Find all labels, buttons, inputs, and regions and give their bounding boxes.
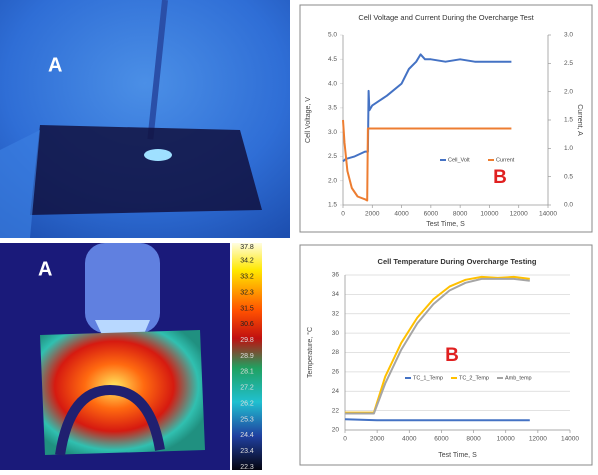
annotation: B <box>493 167 507 188</box>
chart-title: Cell Voltage and Current During the Over… <box>358 13 534 22</box>
figure: A A 37.8 34.2 33.2 32.3 31.5 30.6 29.8 28.9 28.1… <box>0 0 598 470</box>
x-tick-label: 14000 <box>539 211 557 218</box>
y2-tick-label: 0.5 <box>564 173 573 180</box>
legend-label: Current <box>496 157 515 163</box>
x-tick-label: 0 <box>341 211 345 218</box>
colorbar-tick-label: 24.4 <box>240 432 254 439</box>
colorbar-tick-label: 29.8 <box>240 337 254 344</box>
x-tick-label: 10000 <box>497 436 515 443</box>
y-tick-label: 20 <box>332 427 340 434</box>
y-tick-label: 2.5 <box>328 153 337 160</box>
y-axis-label: Temperature, °C <box>306 327 314 378</box>
y-tick-label: 4.5 <box>328 56 337 63</box>
panel-label: A <box>38 258 52 280</box>
chart-title: Cell Temperature During Overcharge Testi… <box>378 257 537 266</box>
legend-label: TC_1_Temp <box>413 375 443 381</box>
x-tick-label: 8000 <box>453 211 468 218</box>
x-tick-label: 2000 <box>370 436 385 443</box>
x-tick-label: 12000 <box>529 436 547 443</box>
legend-label: TC_2_Temp <box>459 375 489 381</box>
x-tick-label: 0 <box>343 436 347 443</box>
y2-axis-label: Current, A <box>576 104 583 136</box>
y-tick-label: 3.5 <box>328 105 337 112</box>
y-tick-label: 34 <box>332 291 340 298</box>
colorbar-tick-label: 26.2 <box>240 400 254 407</box>
y-tick-label: 26 <box>332 369 340 376</box>
y-tick-label: 32 <box>332 310 340 317</box>
y2-tick-label: 2.5 <box>564 60 573 67</box>
x-tick-label: 6000 <box>434 436 449 443</box>
y-axis-label: Cell Voltage, V <box>305 97 312 143</box>
y2-tick-label: 1.5 <box>564 117 573 124</box>
colorbar-tick-label: 22.3 <box>240 464 254 470</box>
y-tick-label: 28 <box>332 349 340 356</box>
photo-thermal: A 37.8 34.2 33.2 32.3 31.5 30.6 29.8 28.9 28.1 27… <box>0 243 262 470</box>
x-tick-label: 12000 <box>510 211 528 218</box>
y2-tick-label: 3.0 <box>564 32 573 39</box>
colorbar-tick-label: 30.6 <box>240 321 254 328</box>
y-tick-label: 24 <box>332 388 340 395</box>
x-tick-label: 14000 <box>561 436 579 443</box>
y-tick-label: 2.0 <box>328 177 337 184</box>
y-tick-label: 36 <box>332 272 340 279</box>
y-tick-label: 1.5 <box>328 202 337 209</box>
x-tick-label: 10000 <box>480 211 498 218</box>
y2-tick-label: 2.0 <box>564 88 573 95</box>
colorbar-tick-label: 27.2 <box>240 385 254 392</box>
x-axis-label: Test Time, S <box>426 221 465 228</box>
y2-tick-label: 0.0 <box>564 202 573 209</box>
annotation: B <box>445 345 459 366</box>
colorbar-tick-label: 37.8 <box>240 244 254 251</box>
legend-label: Cell_Volt <box>448 157 470 163</box>
photo-visible: A <box>0 0 290 238</box>
colorbar-tick-label: 33.2 <box>240 274 254 281</box>
y-tick-label: 30 <box>332 330 340 337</box>
y-tick-label: 22 <box>332 407 340 414</box>
panel-label: A <box>48 54 62 76</box>
colorbar-tick-label: 25.3 <box>240 416 254 423</box>
colorbar-tick-label: 32.3 <box>240 289 254 296</box>
colorbar-tick-label: 28.1 <box>240 369 254 376</box>
x-tick-label: 4000 <box>402 436 417 443</box>
data-line <box>345 419 530 420</box>
x-tick-label: 6000 <box>424 211 439 218</box>
legend-label: Amb_temp <box>505 375 532 381</box>
y2-tick-label: 1.0 <box>564 145 573 152</box>
x-axis-label: Test Time, S <box>438 452 477 459</box>
colorbar-tick-label: 28.9 <box>240 353 254 360</box>
colorbar-tick-label: 23.4 <box>240 448 254 455</box>
x-tick-label: 2000 <box>365 211 380 218</box>
colorbar-tick-label: 34.2 <box>240 258 254 265</box>
y-tick-label: 3.0 <box>328 129 337 136</box>
colorbar-tick-label: 31.5 <box>240 305 254 312</box>
y-tick-label: 5.0 <box>328 32 337 39</box>
x-tick-label: 4000 <box>394 211 409 218</box>
y-tick-label: 4.0 <box>328 80 337 87</box>
x-tick-label: 8000 <box>466 436 481 443</box>
